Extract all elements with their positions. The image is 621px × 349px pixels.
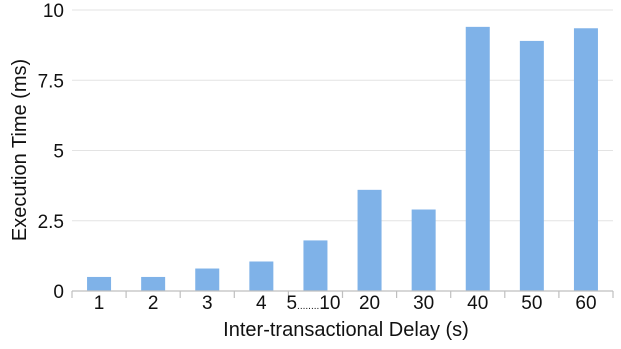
- x-tick-label: 1: [94, 293, 105, 314]
- y-tick-labels: 0 2.5 5 7.5 10: [38, 1, 64, 303]
- y-tick-label: 7.5: [38, 71, 64, 92]
- x-tick-label: 20: [359, 293, 380, 314]
- x-tick-label: 60: [575, 293, 596, 314]
- bar: [465, 26, 490, 292]
- bar: [411, 209, 436, 291]
- bar: [195, 268, 220, 291]
- x-tick-label: 2: [148, 293, 159, 314]
- y-axis-title: Execution Time (ms): [9, 59, 31, 241]
- bar: [573, 28, 598, 291]
- x-axis-title: Inter-transactional Delay (s): [223, 319, 469, 341]
- bars: [87, 26, 598, 292]
- x-tick-label: 30: [413, 293, 434, 314]
- bar: [519, 40, 544, 291]
- y-tick-label: 5: [53, 142, 64, 163]
- bar: [249, 261, 274, 291]
- x-tick-label: 50: [521, 293, 542, 314]
- bar: [303, 240, 328, 291]
- x-tick-label: 5........10: [286, 293, 340, 314]
- x-tick-label: 40: [467, 293, 488, 314]
- y-tick-label: 10: [43, 1, 64, 22]
- y-tick-label: 0: [53, 282, 64, 303]
- bar: [357, 189, 382, 291]
- y-tick-label: 2.5: [38, 212, 64, 233]
- x-tick-labels: 1 2 3 4 5........10 20 30 40 50 60: [94, 293, 597, 314]
- x-tick-label: 3: [202, 293, 213, 314]
- bar: [87, 276, 112, 291]
- axes: [71, 290, 614, 298]
- x-tick-label: 4: [256, 293, 267, 314]
- bar: [141, 276, 166, 291]
